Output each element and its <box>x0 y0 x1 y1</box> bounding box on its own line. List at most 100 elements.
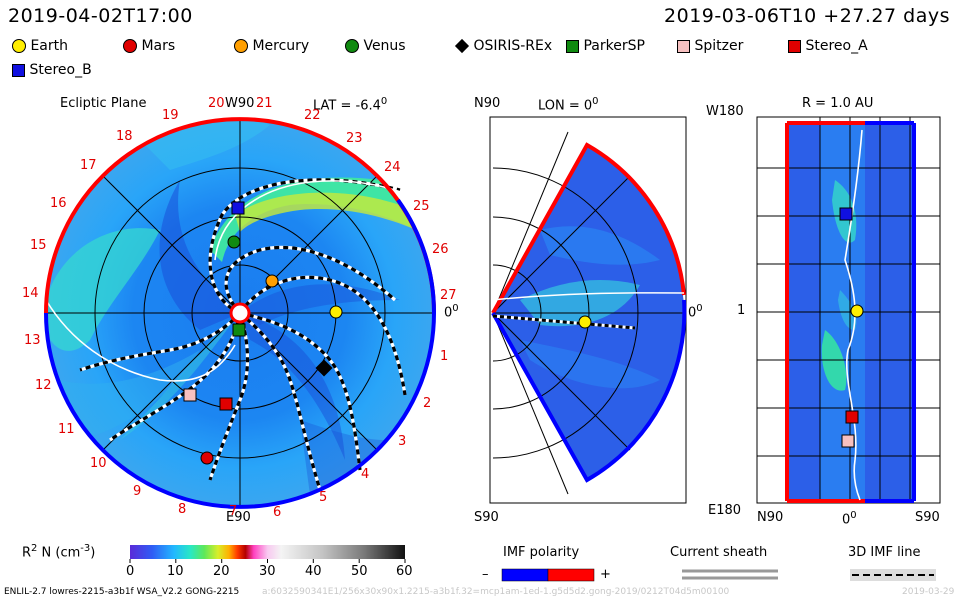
mercury-marker-icon <box>234 39 248 53</box>
colorbar-label-text: N (cm <box>37 545 81 561</box>
w90-label: W90 <box>225 96 255 111</box>
mars-icon <box>200 451 214 465</box>
zero-degree: 0 <box>452 303 459 314</box>
day-9: 9 <box>133 484 142 499</box>
spitzer-marker-icon <box>677 39 690 53</box>
day-11: 11 <box>58 422 75 437</box>
zero-degree: 0 <box>696 303 703 314</box>
imf-minus-label: – <box>482 567 489 582</box>
legend-label: ParkerSP <box>583 38 645 54</box>
legend-label: Spitzer <box>694 38 744 54</box>
day-3: 3 <box>398 434 407 449</box>
colorbar-label-close: ) <box>90 545 96 561</box>
legend-label: Venus <box>363 38 406 54</box>
ecliptic-title: Ecliptic Plane <box>60 96 147 111</box>
imf-line-title: 3D IMF line <box>848 545 921 560</box>
earth-icon-radial <box>850 304 864 318</box>
imf-spiral-lines <box>79 178 407 491</box>
stereo-b-marker-icon <box>12 63 25 77</box>
footer-right: 2019-03-29 <box>902 587 955 597</box>
lat-degree: 0 <box>380 96 388 107</box>
legend-label: Earth <box>30 38 68 54</box>
osiris-rex-icon <box>315 359 333 377</box>
colorbar-label: R2 N (cm-3) <box>22 543 95 560</box>
meridional-panel <box>489 116 687 504</box>
stereo-b-icon <box>231 201 245 215</box>
day-20: 20 <box>208 96 225 111</box>
current-sheath-title: Current sheath <box>670 545 768 560</box>
radial-one-label: 1 <box>737 303 746 318</box>
ecliptic-zero-label: 00 <box>444 303 459 320</box>
lon-degree: 0 <box>592 96 599 107</box>
footer-left: ENLIL-2.7 lowres-2215-a3b1f WSA_V2.2 GON… <box>4 587 240 597</box>
stereo-a-icon <box>219 397 233 411</box>
zero-value: 0 <box>842 512 851 528</box>
e90-label: E90 <box>226 510 251 525</box>
colorbar-tick-40: 40 <box>305 564 322 579</box>
meridional-zero-label: 00 <box>688 303 703 320</box>
imf-polarity-title: IMF polarity <box>503 545 580 560</box>
day-24: 24 <box>384 160 401 175</box>
earth-marker-icon <box>12 39 26 53</box>
day-14: 14 <box>22 286 39 301</box>
day-2: 2 <box>423 396 432 411</box>
colorbar-ticks <box>129 559 406 563</box>
day-21: 21 <box>256 96 273 111</box>
day-16: 16 <box>50 196 67 211</box>
polarity-rim-negative <box>44 312 436 509</box>
radial-zero-label: 00 <box>842 510 857 527</box>
mars-marker-icon <box>123 39 137 53</box>
date-left: 2019-04-02T17:00 <box>8 5 193 27</box>
colorbar-label-r: R <box>22 545 32 561</box>
parkersp-marker-icon <box>566 39 579 53</box>
parkersp-icon <box>232 323 246 337</box>
colorbar-tick-20: 20 <box>213 564 230 579</box>
radial-n90-label: N90 <box>757 510 784 525</box>
day-22: 22 <box>304 108 321 123</box>
date-right: 2019-03-06T10 +27.27 days <box>664 5 950 27</box>
imf-positive-swatch <box>547 568 595 582</box>
radial-panel <box>756 116 941 504</box>
stereo-a-icon-radial <box>845 410 859 424</box>
legend-label: Stereo_B <box>29 62 92 78</box>
legend-label: Mercury <box>252 38 310 54</box>
legend: Earth Mars Mercury Venus OSIRIS-REx Park… <box>0 38 960 84</box>
imf-line-swatch <box>850 569 936 581</box>
meridional-s90-label: S90 <box>474 510 499 525</box>
stereo-a-marker-icon <box>788 39 801 53</box>
colorbar-tick-60: 60 <box>396 564 413 579</box>
zero-value: 0 <box>444 305 453 321</box>
day-17: 17 <box>80 158 97 173</box>
colorbar-unit-sup: -3 <box>80 543 91 554</box>
meridional-n90-label: N90 <box>474 96 501 111</box>
earth-icon <box>329 305 343 319</box>
lon-value: LON = 0 <box>538 98 593 114</box>
lon-label: LON = 00 <box>538 96 599 113</box>
radius-label: R = 1.0 AU <box>802 96 874 111</box>
footer-mid: a:6032590341E1/256x30x90x1.2215-a3b1f.32… <box>262 587 730 597</box>
legend-item-mars: Mars <box>123 38 175 54</box>
legend-item-spitzer: Spitzer <box>677 38 743 54</box>
venus-icon <box>227 235 241 249</box>
imf-plus-label: + <box>600 567 611 582</box>
spitzer-icon <box>183 388 197 402</box>
day-1: 1 <box>440 349 449 364</box>
day-12: 12 <box>35 378 52 393</box>
stereo-b-icon-radial <box>839 207 853 221</box>
legend-label: OSIRIS-REx <box>473 38 553 54</box>
day-26: 26 <box>432 242 449 257</box>
ecliptic-plane-panel <box>44 117 437 509</box>
legend-label: Mars <box>141 38 176 54</box>
earth-icon-meridional <box>578 315 592 329</box>
spitzer-icon-radial <box>841 434 855 448</box>
colorbar-tick-30: 30 <box>259 564 276 579</box>
radial-s90-label: S90 <box>915 510 940 525</box>
day-13: 13 <box>24 333 41 348</box>
zero-degree: 0 <box>850 510 857 521</box>
w180-label: W180 <box>706 104 744 119</box>
lat-value: LAT = -6.4 <box>313 98 381 114</box>
legend-item-earth: Earth <box>12 38 68 54</box>
mercury-icon <box>265 274 279 288</box>
zero-value: 0 <box>688 305 697 321</box>
